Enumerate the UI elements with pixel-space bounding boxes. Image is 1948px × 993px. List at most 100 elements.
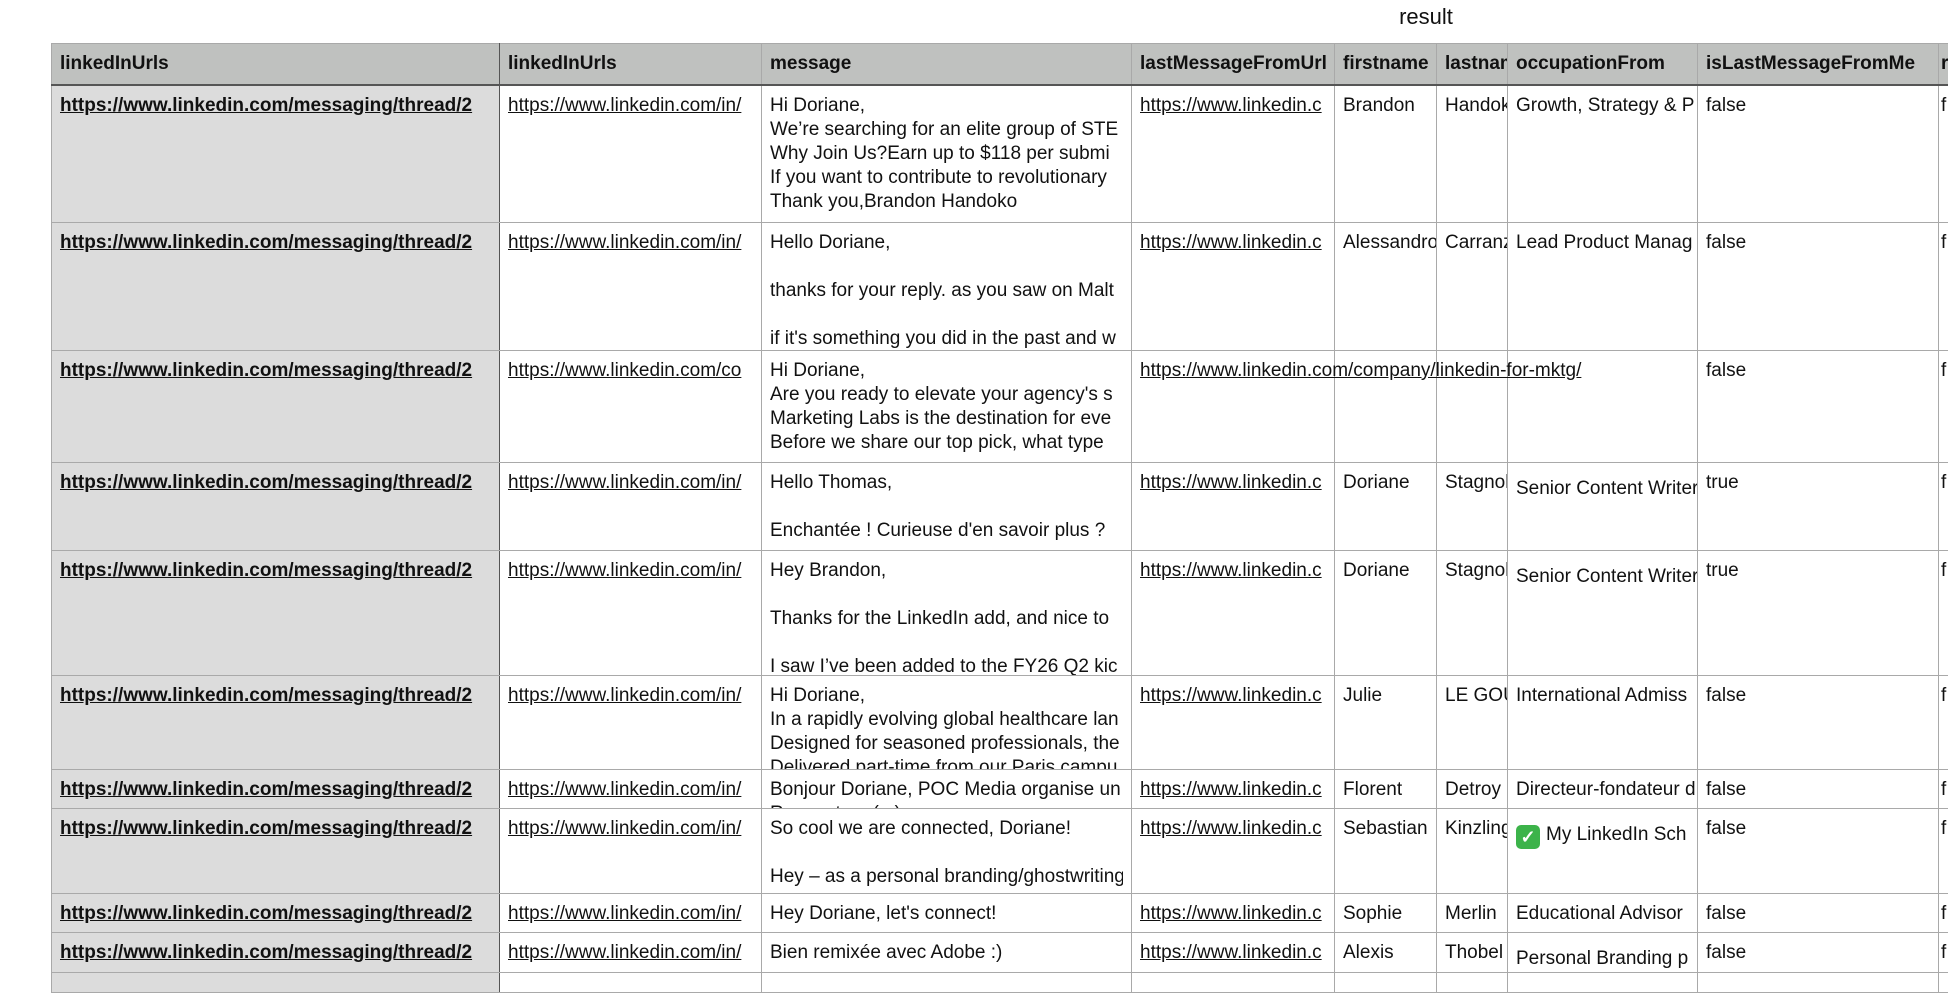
last-message-url-cell[interactable]: https://www.linkedin.c <box>1131 932 1335 973</box>
firstname-cell[interactable] <box>1334 350 1437 463</box>
profile-url-cell[interactable]: https://www.linkedin.com/in/ <box>499 675 762 770</box>
occupation-cell[interactable]: Lead Product Manag <box>1507 222 1698 351</box>
occupation-cell[interactable]: International Admiss <box>1507 675 1698 770</box>
thread-url-cell[interactable]: https://www.linkedin.com/messaging/threa… <box>51 769 500 809</box>
empty-cell[interactable] <box>1938 972 1948 993</box>
occupation-cell[interactable]: Personal Branding p <box>1507 932 1698 973</box>
firstname-cell[interactable]: Alessandro <box>1334 222 1437 351</box>
last-message-url-cell[interactable]: https://www.linkedin.c <box>1131 462 1335 551</box>
firstname-cell[interactable]: Doriane <box>1334 462 1437 551</box>
firstname-cell[interactable]: Julie <box>1334 675 1437 770</box>
profile-url-cell-text[interactable]: https://www.linkedin.com/in/ <box>508 95 742 116</box>
firstname-cell[interactable]: Alexis <box>1334 932 1437 973</box>
last-message-url-cell[interactable]: https://www.linkedin.c <box>1131 769 1335 809</box>
is-last-message-from-me-cell[interactable]: false <box>1697 350 1939 463</box>
thread-url-cell-text[interactable]: https://www.linkedin.com/messaging/threa… <box>60 560 473 581</box>
profile-url-cell-text[interactable]: https://www.linkedin.com/in/ <box>508 232 742 253</box>
thread-url-cell[interactable]: https://www.linkedin.com/messaging/threa… <box>51 462 500 551</box>
occupation-cell[interactable]: Educational Advisor <box>1507 893 1698 933</box>
last-message-url-cell[interactable]: https://www.linkedin.c <box>1131 893 1335 933</box>
empty-cell[interactable] <box>499 972 762 993</box>
last-message-url-cell[interactable]: https://www.linkedin.c <box>1131 808 1335 894</box>
empty-cell[interactable] <box>1334 972 1437 993</box>
column-header-lastname[interactable]: lastname <box>1436 43 1508 86</box>
last-message-url-cell[interactable]: https://www.linkedin.c <box>1131 84 1335 223</box>
is-last-message-from-me-cell[interactable]: false <box>1697 84 1939 223</box>
thread-url-cell-text[interactable]: https://www.linkedin.com/messaging/threa… <box>60 360 473 381</box>
profile-url-cell-text[interactable]: https://www.linkedin.com/in/ <box>508 903 742 924</box>
profile-url-cell-text[interactable]: https://www.linkedin.com/in/ <box>508 779 742 800</box>
thread-url-cell[interactable]: https://www.linkedin.com/messaging/threa… <box>51 350 500 463</box>
firstname-cell[interactable]: Doriane <box>1334 550 1437 676</box>
empty-cell[interactable] <box>1507 972 1698 993</box>
thread-url-cell-text[interactable]: https://www.linkedin.com/messaging/threa… <box>60 685 473 706</box>
last-message-url-cell[interactable]: https://www.linkedin.c <box>1131 222 1335 351</box>
occupation-cell[interactable] <box>1507 350 1698 463</box>
message-cell[interactable]: Hello Doriane, thanks for your reply. as … <box>761 222 1132 351</box>
last-message-url-cell-text[interactable]: https://www.linkedin.c <box>1140 560 1322 581</box>
occupation-cell[interactable]: Senior Content Writer <box>1507 462 1698 551</box>
firstname-cell[interactable]: Sebastian <box>1334 808 1437 894</box>
profile-url-cell-text[interactable]: https://www.linkedin.com/in/ <box>508 818 742 839</box>
last-message-url-cell-text[interactable]: https://www.linkedin.c <box>1140 472 1322 493</box>
last-message-url-cell-text[interactable]: https://www.linkedin.c <box>1140 942 1322 963</box>
last-message-url-cell[interactable]: https://www.linkedin.c <box>1131 550 1335 676</box>
thread-url-cell[interactable]: https://www.linkedin.com/messaging/threa… <box>51 550 500 676</box>
thread-url-cell-text[interactable]: https://www.linkedin.com/messaging/threa… <box>60 818 473 839</box>
is-last-message-from-me-cell[interactable]: true <box>1697 462 1939 551</box>
message-cell[interactable]: Hi Doriane, We’re searching for an elite … <box>761 84 1132 223</box>
profile-url-cell[interactable]: https://www.linkedin.com/in/ <box>499 893 762 933</box>
lastname-cell[interactable]: LE GOUX <box>1436 675 1508 770</box>
message-cell[interactable]: Bien remixée avec Adobe :) <box>761 932 1132 973</box>
next-column-cell[interactable]: f <box>1938 893 1948 933</box>
profile-url-cell[interactable]: https://www.linkedin.com/in/ <box>499 808 762 894</box>
thread-url-cell-text[interactable]: https://www.linkedin.com/messaging/threa… <box>60 942 473 963</box>
profile-url-cell[interactable]: https://www.linkedin.com/co <box>499 350 762 463</box>
column-header-linkedinurls[interactable]: linkedInUrls <box>51 43 500 86</box>
empty-cell[interactable] <box>1436 972 1508 993</box>
last-message-url-cell-text[interactable]: https://www.linkedin.c <box>1140 779 1322 800</box>
firstname-cell[interactable]: Sophie <box>1334 893 1437 933</box>
thread-url-cell[interactable]: https://www.linkedin.com/messaging/threa… <box>51 893 500 933</box>
lastname-cell[interactable]: Carranza <box>1436 222 1508 351</box>
thread-url-cell[interactable]: https://www.linkedin.com/messaging/threa… <box>51 675 500 770</box>
empty-cell[interactable] <box>51 972 500 993</box>
thread-url-cell[interactable]: https://www.linkedin.com/messaging/threa… <box>51 84 500 223</box>
profile-url-cell-text[interactable]: https://www.linkedin.com/in/ <box>508 472 742 493</box>
thread-url-cell[interactable]: https://www.linkedin.com/messaging/threa… <box>51 932 500 973</box>
last-message-url-cell-text[interactable]: https://www.linkedin.c <box>1140 818 1322 839</box>
last-message-url-cell[interactable]: https://www.linkedin.com/company/linkedi… <box>1131 350 1581 463</box>
next-column-cell[interactable]: f <box>1938 550 1948 676</box>
next-column-cell[interactable]: f <box>1938 350 1948 463</box>
is-last-message-from-me-cell[interactable]: false <box>1697 932 1939 973</box>
occupation-cell[interactable]: ✓ My LinkedIn Sch <box>1507 808 1698 894</box>
lastname-cell[interactable]: Handoko <box>1436 84 1508 223</box>
column-header-occupation-from[interactable]: occupationFrom <box>1507 43 1698 86</box>
lastname-cell[interactable]: Stagnoli <box>1436 550 1508 676</box>
profile-url-cell[interactable]: https://www.linkedin.com/in/ <box>499 462 762 551</box>
lastname-cell[interactable]: Merlin <box>1436 893 1508 933</box>
is-last-message-from-me-cell[interactable]: false <box>1697 222 1939 351</box>
column-header-firstname[interactable]: firstname <box>1334 43 1437 86</box>
message-cell[interactable]: Hello Thomas, Enchantée ! Curieuse d'en s… <box>761 462 1132 551</box>
profile-url-cell[interactable]: https://www.linkedin.com/in/ <box>499 769 762 809</box>
next-column-cell[interactable]: f <box>1938 675 1948 770</box>
lastname-cell[interactable]: Stagnoli <box>1436 462 1508 551</box>
message-cell[interactable]: Hi Doriane, In a rapidly evolving global … <box>761 675 1132 770</box>
next-column-cell[interactable]: f <box>1938 222 1948 351</box>
is-last-message-from-me-cell[interactable]: true <box>1697 550 1939 676</box>
last-message-url-cell-text[interactable]: https://www.linkedin.c <box>1140 685 1322 706</box>
lastname-cell[interactable]: Thobel <box>1436 932 1508 973</box>
occupation-cell[interactable]: Growth, Strategy & P <box>1507 84 1698 223</box>
profile-url-cell-text[interactable]: https://www.linkedin.com/in/ <box>508 685 742 706</box>
message-cell[interactable]: Hi Doriane, Are you ready to elevate your… <box>761 350 1132 463</box>
thread-url-cell-text[interactable]: https://www.linkedin.com/messaging/threa… <box>60 472 473 493</box>
profile-url-cell[interactable]: https://www.linkedin.com/in/ <box>499 84 762 223</box>
column-header-is-last-message-from-me[interactable]: isLastMessageFromMe <box>1697 43 1939 86</box>
lastname-cell[interactable]: Detroy <box>1436 769 1508 809</box>
thread-url-cell[interactable]: https://www.linkedin.com/messaging/threa… <box>51 222 500 351</box>
last-message-url-cell-text[interactable]: https://www.linkedin.c <box>1140 95 1322 116</box>
next-column-cell[interactable]: f <box>1938 84 1948 223</box>
is-last-message-from-me-cell[interactable]: false <box>1697 808 1939 894</box>
next-column-cell[interactable]: f <box>1938 808 1948 894</box>
